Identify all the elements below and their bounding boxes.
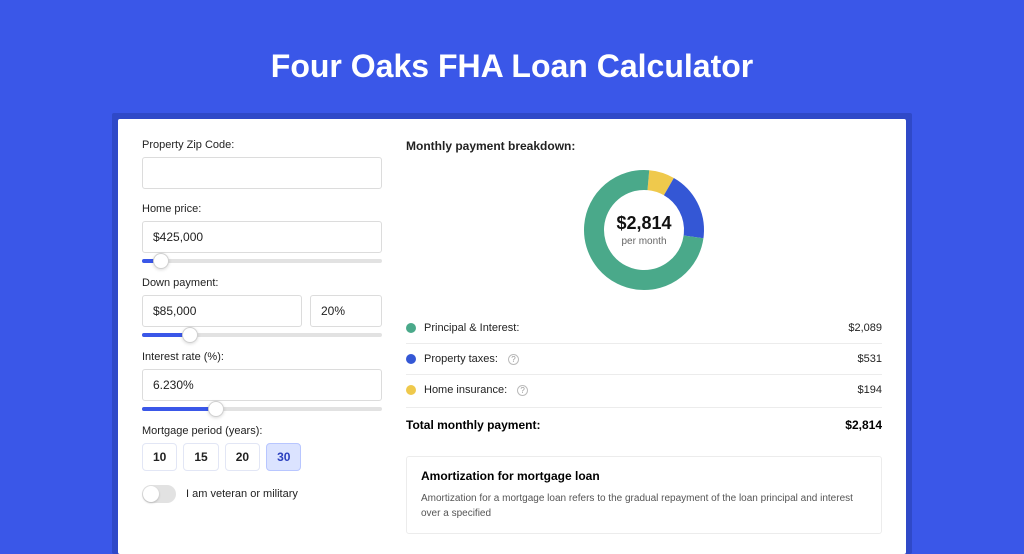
amortization-title: Amortization for mortgage loan [421, 469, 867, 483]
breakdown-row-value: $2,089 [848, 322, 882, 334]
period-option-10[interactable]: 10 [142, 443, 177, 471]
donut-chart-wrap: $2,814 per month [406, 165, 882, 295]
down-payment-slider-thumb[interactable] [182, 327, 198, 343]
period-option-20[interactable]: 20 [225, 443, 260, 471]
amortization-text: Amortization for a mortgage loan refers … [421, 491, 867, 521]
donut-center: $2,814 per month [579, 165, 709, 295]
legend-dot [406, 354, 416, 364]
home-price-slider[interactable] [142, 259, 382, 263]
donut-center-value: $2,814 [616, 213, 671, 234]
breakdown-row-value: $194 [858, 384, 882, 396]
breakdown-row: Principal & Interest: $2,089 [406, 313, 882, 343]
breakdown-row-value: $531 [858, 353, 882, 365]
breakdown-total-label: Total monthly payment: [406, 418, 540, 432]
donut-center-sub: per month [621, 236, 666, 247]
period-options: 10152030 [142, 443, 382, 471]
period-label: Mortgage period (years): [142, 425, 382, 437]
interest-rate-input[interactable] [142, 369, 382, 401]
breakdown-total-row: Total monthly payment: $2,814 [406, 407, 882, 442]
breakdown-row-label: Home insurance: [424, 384, 507, 396]
zip-field: Property Zip Code: [142, 139, 382, 189]
breakdown-row: Property taxes:? $531 [406, 343, 882, 374]
legend-dot [406, 385, 416, 395]
period-option-30[interactable]: 30 [266, 443, 301, 471]
interest-rate-slider-fill [142, 407, 216, 411]
breakdown-title: Monthly payment breakdown: [406, 139, 882, 153]
page-title: Four Oaks FHA Loan Calculator [271, 48, 753, 85]
breakdown-row-label: Principal & Interest: [424, 322, 519, 334]
home-price-input[interactable] [142, 221, 382, 253]
down-payment-slider[interactable] [142, 333, 382, 337]
down-payment-amount-input[interactable] [142, 295, 302, 327]
breakdown-row-label: Property taxes: [424, 353, 498, 365]
calculator-inset: Property Zip Code: Home price: Down paym… [112, 113, 912, 554]
info-icon[interactable]: ? [508, 354, 519, 365]
interest-rate-slider[interactable] [142, 407, 382, 411]
breakdown-column: Monthly payment breakdown: $2,814 per mo… [406, 139, 882, 534]
donut-chart: $2,814 per month [579, 165, 709, 295]
interest-rate-label: Interest rate (%): [142, 351, 382, 363]
breakdown-rows: Principal & Interest: $2,089 Property taxe… [406, 313, 882, 405]
interest-rate-field: Interest rate (%): [142, 351, 382, 411]
period-field: Mortgage period (years): 10152030 [142, 425, 382, 471]
veteran-toggle-knob [143, 486, 159, 502]
home-price-field: Home price: [142, 203, 382, 263]
veteran-label: I am veteran or military [186, 488, 298, 500]
down-payment-label: Down payment: [142, 277, 382, 289]
breakdown-row: Home insurance:? $194 [406, 374, 882, 405]
legend-dot [406, 323, 416, 333]
home-price-label: Home price: [142, 203, 382, 215]
breakdown-total-value: $2,814 [845, 418, 882, 432]
zip-label: Property Zip Code: [142, 139, 382, 151]
down-payment-field: Down payment: [142, 277, 382, 337]
form-column: Property Zip Code: Home price: Down paym… [142, 139, 382, 534]
amortization-box: Amortization for mortgage loan Amortizat… [406, 456, 882, 534]
down-payment-pct-input[interactable] [310, 295, 382, 327]
zip-input[interactable] [142, 157, 382, 189]
period-option-15[interactable]: 15 [183, 443, 218, 471]
interest-rate-slider-thumb[interactable] [208, 401, 224, 417]
info-icon[interactable]: ? [517, 385, 528, 396]
veteran-toggle[interactable] [142, 485, 176, 503]
home-price-slider-thumb[interactable] [153, 253, 169, 269]
veteran-toggle-row: I am veteran or military [142, 485, 382, 503]
calculator-card: Property Zip Code: Home price: Down paym… [118, 119, 906, 554]
